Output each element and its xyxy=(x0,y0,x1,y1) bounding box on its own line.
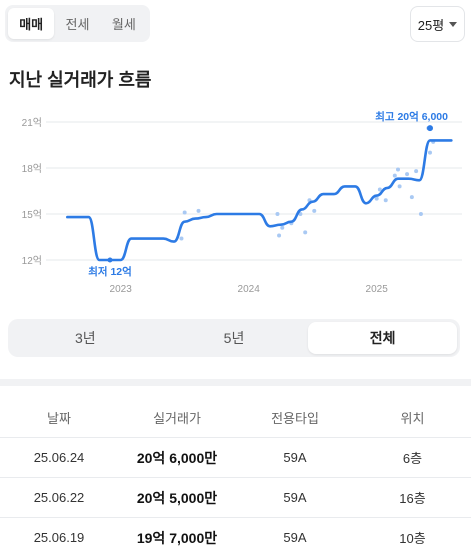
transaction-dot xyxy=(396,167,400,172)
tab-all-period[interactable]: 전체 xyxy=(308,322,458,354)
transaction-dot xyxy=(405,172,410,177)
chevron-down-icon xyxy=(449,21,458,27)
max-price-label: 최고 20억 6,000 xyxy=(375,110,448,123)
tab-monthly-rent[interactable]: 월세 xyxy=(111,17,136,32)
transaction-dot xyxy=(280,225,285,230)
row-type: 59A xyxy=(283,450,307,465)
row-price: 20억 6,000만 xyxy=(136,449,218,466)
min-price-label: 최저 12억 xyxy=(88,265,132,278)
tab-3-years[interactable]: 3년 xyxy=(75,330,96,346)
transaction-dot xyxy=(275,212,280,216)
deal-type-tabs: 매매 전세 월세 xyxy=(5,5,150,42)
row-date: 25.06.19 xyxy=(33,530,85,545)
max-price-marker xyxy=(427,125,433,132)
transaction-dot xyxy=(383,198,388,203)
x-tick-label: 2023 xyxy=(110,284,133,295)
row-price: 20억 5,000만 xyxy=(136,489,218,506)
row-type: 59A xyxy=(283,530,307,545)
transaction-dot xyxy=(277,233,282,238)
transaction-dot xyxy=(418,212,423,216)
y-tick-label: 15억 xyxy=(22,209,42,221)
transaction-dot xyxy=(414,169,419,174)
min-price-marker xyxy=(107,257,113,263)
header-price: 실거래가 xyxy=(153,411,201,426)
transaction-dot xyxy=(312,208,317,213)
table-header: 날짜 실거래가 전용타입 위치 xyxy=(0,398,471,438)
transaction-dot xyxy=(377,187,382,192)
size-select[interactable]: 25평 xyxy=(410,6,465,42)
y-tick-label: 18억 xyxy=(22,163,42,175)
transaction-dot xyxy=(196,208,201,213)
section-divider xyxy=(0,379,471,386)
row-floor: 10층 xyxy=(399,531,426,546)
period-tabs: 3년 5년 전체 xyxy=(8,319,460,357)
header-floor: 위치 xyxy=(400,411,425,426)
table-row[interactable]: 25.06.19 19억 7,000만 59A 10층 xyxy=(0,518,471,555)
transaction-dot xyxy=(392,173,397,178)
row-price: 19억 7,000만 xyxy=(136,529,218,546)
transaction-dot xyxy=(374,196,379,201)
transaction-dot xyxy=(179,236,184,241)
row-type: 59A xyxy=(283,490,307,505)
transaction-dot xyxy=(303,230,308,235)
header-date: 날짜 xyxy=(47,411,71,426)
transaction-dot xyxy=(409,195,414,200)
transaction-dot xyxy=(428,150,432,155)
tab-jeonse[interactable]: 전세 xyxy=(65,17,90,32)
tab-sale[interactable]: 매매 xyxy=(8,8,55,39)
page-title: 지난 실거래가 흐름 xyxy=(9,70,152,90)
tab-5-years[interactable]: 5년 xyxy=(223,330,245,346)
transaction-dot xyxy=(397,184,402,189)
table-row[interactable]: 25.06.24 20억 6,000만 59A 6층 xyxy=(0,438,471,478)
price-history-chart: 21억 18억 15억 12억 2023 2024 2025 최고 20억 6,000 최저 1… xyxy=(22,110,462,295)
row-date: 25.06.22 xyxy=(33,490,85,505)
size-select-value: 25평 xyxy=(417,17,445,33)
transactions-table: 날짜 실거래가 전용타입 위치 25.06.24 20억 6,000만 59A … xyxy=(0,398,471,555)
row-floor: 6층 xyxy=(402,451,423,466)
y-tick-label: 12억 xyxy=(22,255,42,267)
table-row[interactable]: 25.06.22 20억 5,000만 59A 16층 xyxy=(0,478,471,518)
header-type: 전용타입 xyxy=(271,411,319,426)
y-tick-label: 21억 xyxy=(22,117,42,129)
row-floor: 16층 xyxy=(399,491,426,506)
row-date: 25.06.24 xyxy=(33,450,85,465)
price-trend-line xyxy=(66,139,453,262)
x-tick-label: 2024 xyxy=(238,284,261,295)
x-tick-label: 2025 xyxy=(366,284,389,295)
transaction-dot xyxy=(182,210,187,215)
